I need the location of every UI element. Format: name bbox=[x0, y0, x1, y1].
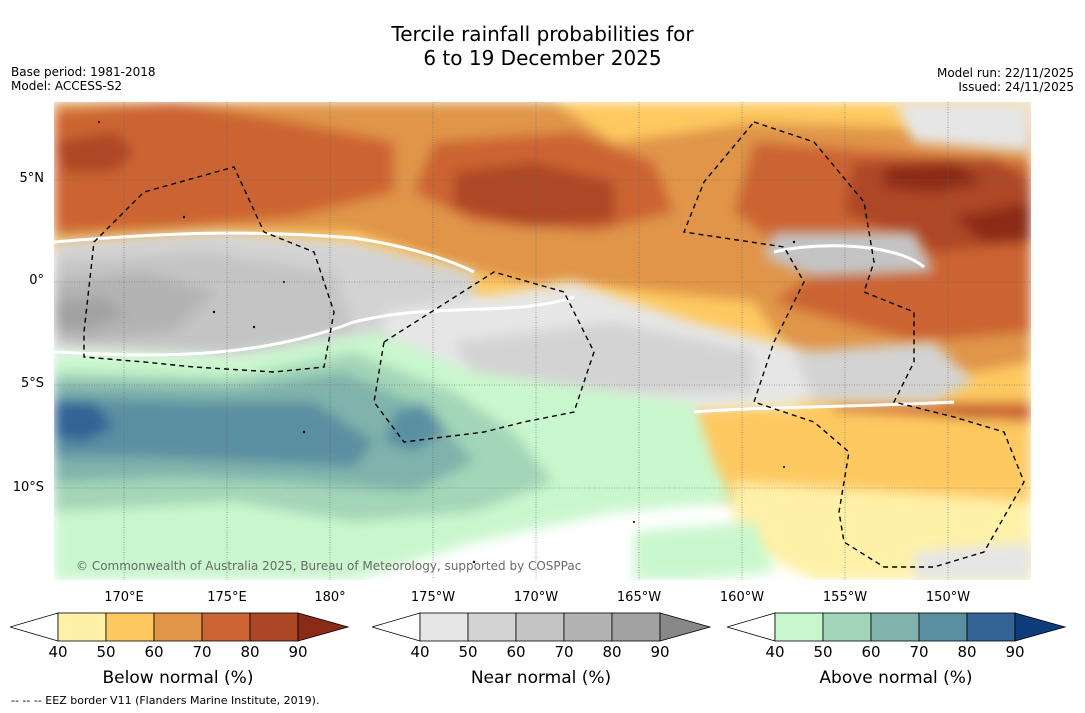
lon-label-165w: 165°W bbox=[616, 590, 662, 605]
meta-left: Base period: 1981-2018 Model: ACCESS-S2 bbox=[11, 65, 156, 93]
below-normal-title: Below normal (%) bbox=[102, 668, 254, 688]
colorbar-near-min-arrow bbox=[372, 612, 421, 642]
meta-right: Model run: 22/11/2025 Issued: 24/11/2025 bbox=[937, 66, 1074, 94]
islands bbox=[98, 121, 796, 564]
above-tick-70: 70 bbox=[909, 643, 929, 661]
copyright-notice: © Commonwealth of Australia 2025, Bureau… bbox=[76, 559, 582, 573]
base-period: Base period: 1981-2018 bbox=[11, 65, 156, 79]
colorbar-above-swatch-1 bbox=[774, 612, 824, 642]
above-tick-80: 80 bbox=[957, 643, 977, 661]
lon-label-170e: 170°E bbox=[104, 590, 144, 605]
below-tick-80: 80 bbox=[240, 643, 260, 661]
lat-label-0: 0° bbox=[29, 273, 44, 288]
above-normal-title: Above normal (%) bbox=[819, 668, 973, 688]
model-run: Model run: 22/11/2025 bbox=[936, 66, 1074, 80]
near-tick-60: 60 bbox=[506, 643, 526, 661]
colorbar-below-normal bbox=[10, 612, 350, 642]
colorbar-below-swatch-5 bbox=[249, 612, 299, 642]
model-name: Model: ACCESS-S2 bbox=[11, 79, 123, 93]
above-normal-region bbox=[54, 332, 774, 580]
lon-label-180: 180° bbox=[314, 590, 346, 605]
near-tick-50: 50 bbox=[458, 643, 478, 661]
colorbar-below-max-arrow bbox=[297, 612, 350, 642]
lon-label-175w: 175°W bbox=[410, 590, 456, 605]
lat-label-5s: 5°S bbox=[20, 376, 44, 391]
colorbar-below-swatch-4 bbox=[201, 612, 251, 642]
below-tick-40: 40 bbox=[48, 643, 68, 661]
colorbar-above-swatch-3 bbox=[870, 612, 920, 642]
colorbar-near-normal bbox=[372, 612, 712, 642]
colorbar-above-min-arrow bbox=[727, 612, 776, 642]
lon-label-155w: 155°W bbox=[822, 590, 868, 605]
near-tick-40: 40 bbox=[410, 643, 430, 661]
colorbar-near-swatch-5 bbox=[611, 612, 661, 642]
contour-lines bbox=[54, 231, 955, 414]
colorbar-near-swatch-1 bbox=[419, 612, 469, 642]
colorbar-above-normal bbox=[727, 612, 1067, 642]
colorbar-near-max-arrow bbox=[659, 612, 712, 642]
above-tick-60: 60 bbox=[861, 643, 881, 661]
lon-label-150w: 150°W bbox=[925, 590, 971, 605]
colorbar-near-swatch-3 bbox=[515, 612, 565, 642]
lat-label-5n: 5°N bbox=[19, 171, 45, 186]
lon-label-175e: 175°E bbox=[207, 590, 247, 605]
title-line-2: 6 to 19 December 2025 bbox=[423, 46, 662, 70]
map-title: Tercile rainfall probabilities for 6 to … bbox=[0, 22, 1085, 70]
colorbar-below-swatch-1 bbox=[57, 612, 107, 642]
near-tick-90: 90 bbox=[650, 643, 670, 661]
colorbar-below-swatch-2 bbox=[105, 612, 155, 642]
lon-label-170w: 170°W bbox=[513, 590, 559, 605]
above-tick-90: 90 bbox=[1005, 643, 1025, 661]
colorbar-near-swatch-4 bbox=[563, 612, 613, 642]
lat-label-10s: 10°S bbox=[12, 480, 44, 495]
below-tick-60: 60 bbox=[144, 643, 164, 661]
near-normal-title: Near normal (%) bbox=[470, 668, 612, 688]
lon-label-160w: 160°W bbox=[719, 590, 765, 605]
title-line-1: Tercile rainfall probabilities for bbox=[391, 22, 694, 46]
eez-legend-footer: -- -- -- EEZ border V11 (Flanders Marine… bbox=[11, 694, 320, 707]
below-tick-70: 70 bbox=[192, 643, 212, 661]
colorbar-above-swatch-5 bbox=[966, 612, 1016, 642]
graticule bbox=[54, 102, 1031, 580]
below-tick-90: 90 bbox=[288, 643, 308, 661]
below-tick-50: 50 bbox=[96, 643, 116, 661]
issued-date: Issued: 24/11/2025 bbox=[958, 80, 1074, 94]
colorbar-below-swatch-3 bbox=[153, 612, 203, 642]
colorbar-above-swatch-2 bbox=[822, 612, 872, 642]
colorbar-above-swatch-4 bbox=[918, 612, 968, 642]
near-tick-70: 70 bbox=[554, 643, 574, 661]
above-tick-40: 40 bbox=[765, 643, 785, 661]
colorbar-above-max-arrow bbox=[1014, 612, 1067, 642]
above-tick-50: 50 bbox=[813, 643, 833, 661]
near-tick-80: 80 bbox=[602, 643, 622, 661]
probability-map bbox=[54, 102, 1031, 580]
colorbar-near-swatch-2 bbox=[467, 612, 517, 642]
eez-borders bbox=[83, 121, 1025, 568]
colorbar-below-min-arrow bbox=[10, 612, 59, 642]
